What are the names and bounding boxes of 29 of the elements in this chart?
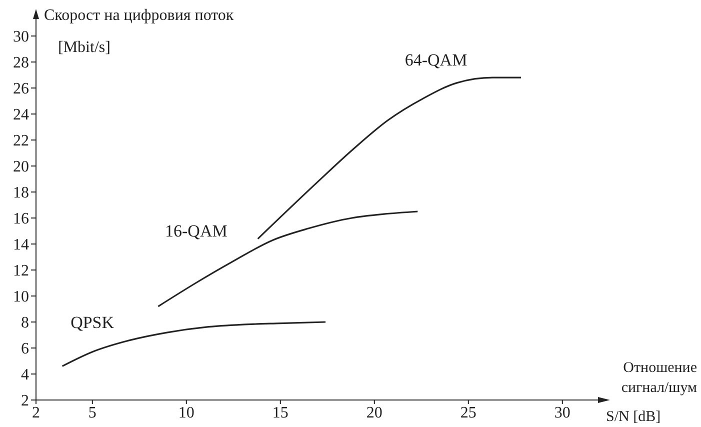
- y-axis-title: Скорост на цифровия поток [Mbit/s]: [44, 7, 234, 56]
- y-tick-label: 8: [21, 314, 29, 332]
- x-tick-label: 30: [554, 404, 570, 422]
- y-tick-label: 24: [13, 106, 29, 124]
- y-tick-label: 12: [13, 262, 29, 280]
- y-tick-label: 14: [13, 236, 29, 254]
- x-tick-label: 5: [88, 404, 96, 422]
- series-label: 16-QAM: [165, 221, 228, 240]
- x-tick-label: 2: [32, 404, 40, 422]
- line-series: [257, 76, 522, 240]
- series-label: 64-QAM: [404, 50, 468, 70]
- y-tick-label: 10: [13, 288, 29, 306]
- x-tick-label: 15: [272, 404, 288, 422]
- x-tick-label: 25: [460, 404, 476, 422]
- line-series: [157, 210, 418, 308]
- y-tick-label: 22: [13, 132, 29, 150]
- y-tick-label: 6: [21, 340, 29, 358]
- y-tick-label: 4: [21, 366, 29, 384]
- y-tick-label: 26: [13, 80, 29, 98]
- y-tick-label: 16: [13, 210, 29, 228]
- y-tick-label: 30: [13, 28, 29, 46]
- y-tick-label: 18: [13, 184, 29, 202]
- y-tick-label: 2: [21, 392, 29, 410]
- y-tick-label: 28: [13, 54, 29, 72]
- x-tick-label: 10: [178, 404, 194, 422]
- series-label: QPSK: [70, 313, 115, 332]
- x-tick-label: 20: [366, 404, 382, 422]
- y-tick-label: 20: [13, 158, 29, 176]
- x-axis-title: Отношение сигнал/шум S/N [dB]: [606, 360, 698, 425]
